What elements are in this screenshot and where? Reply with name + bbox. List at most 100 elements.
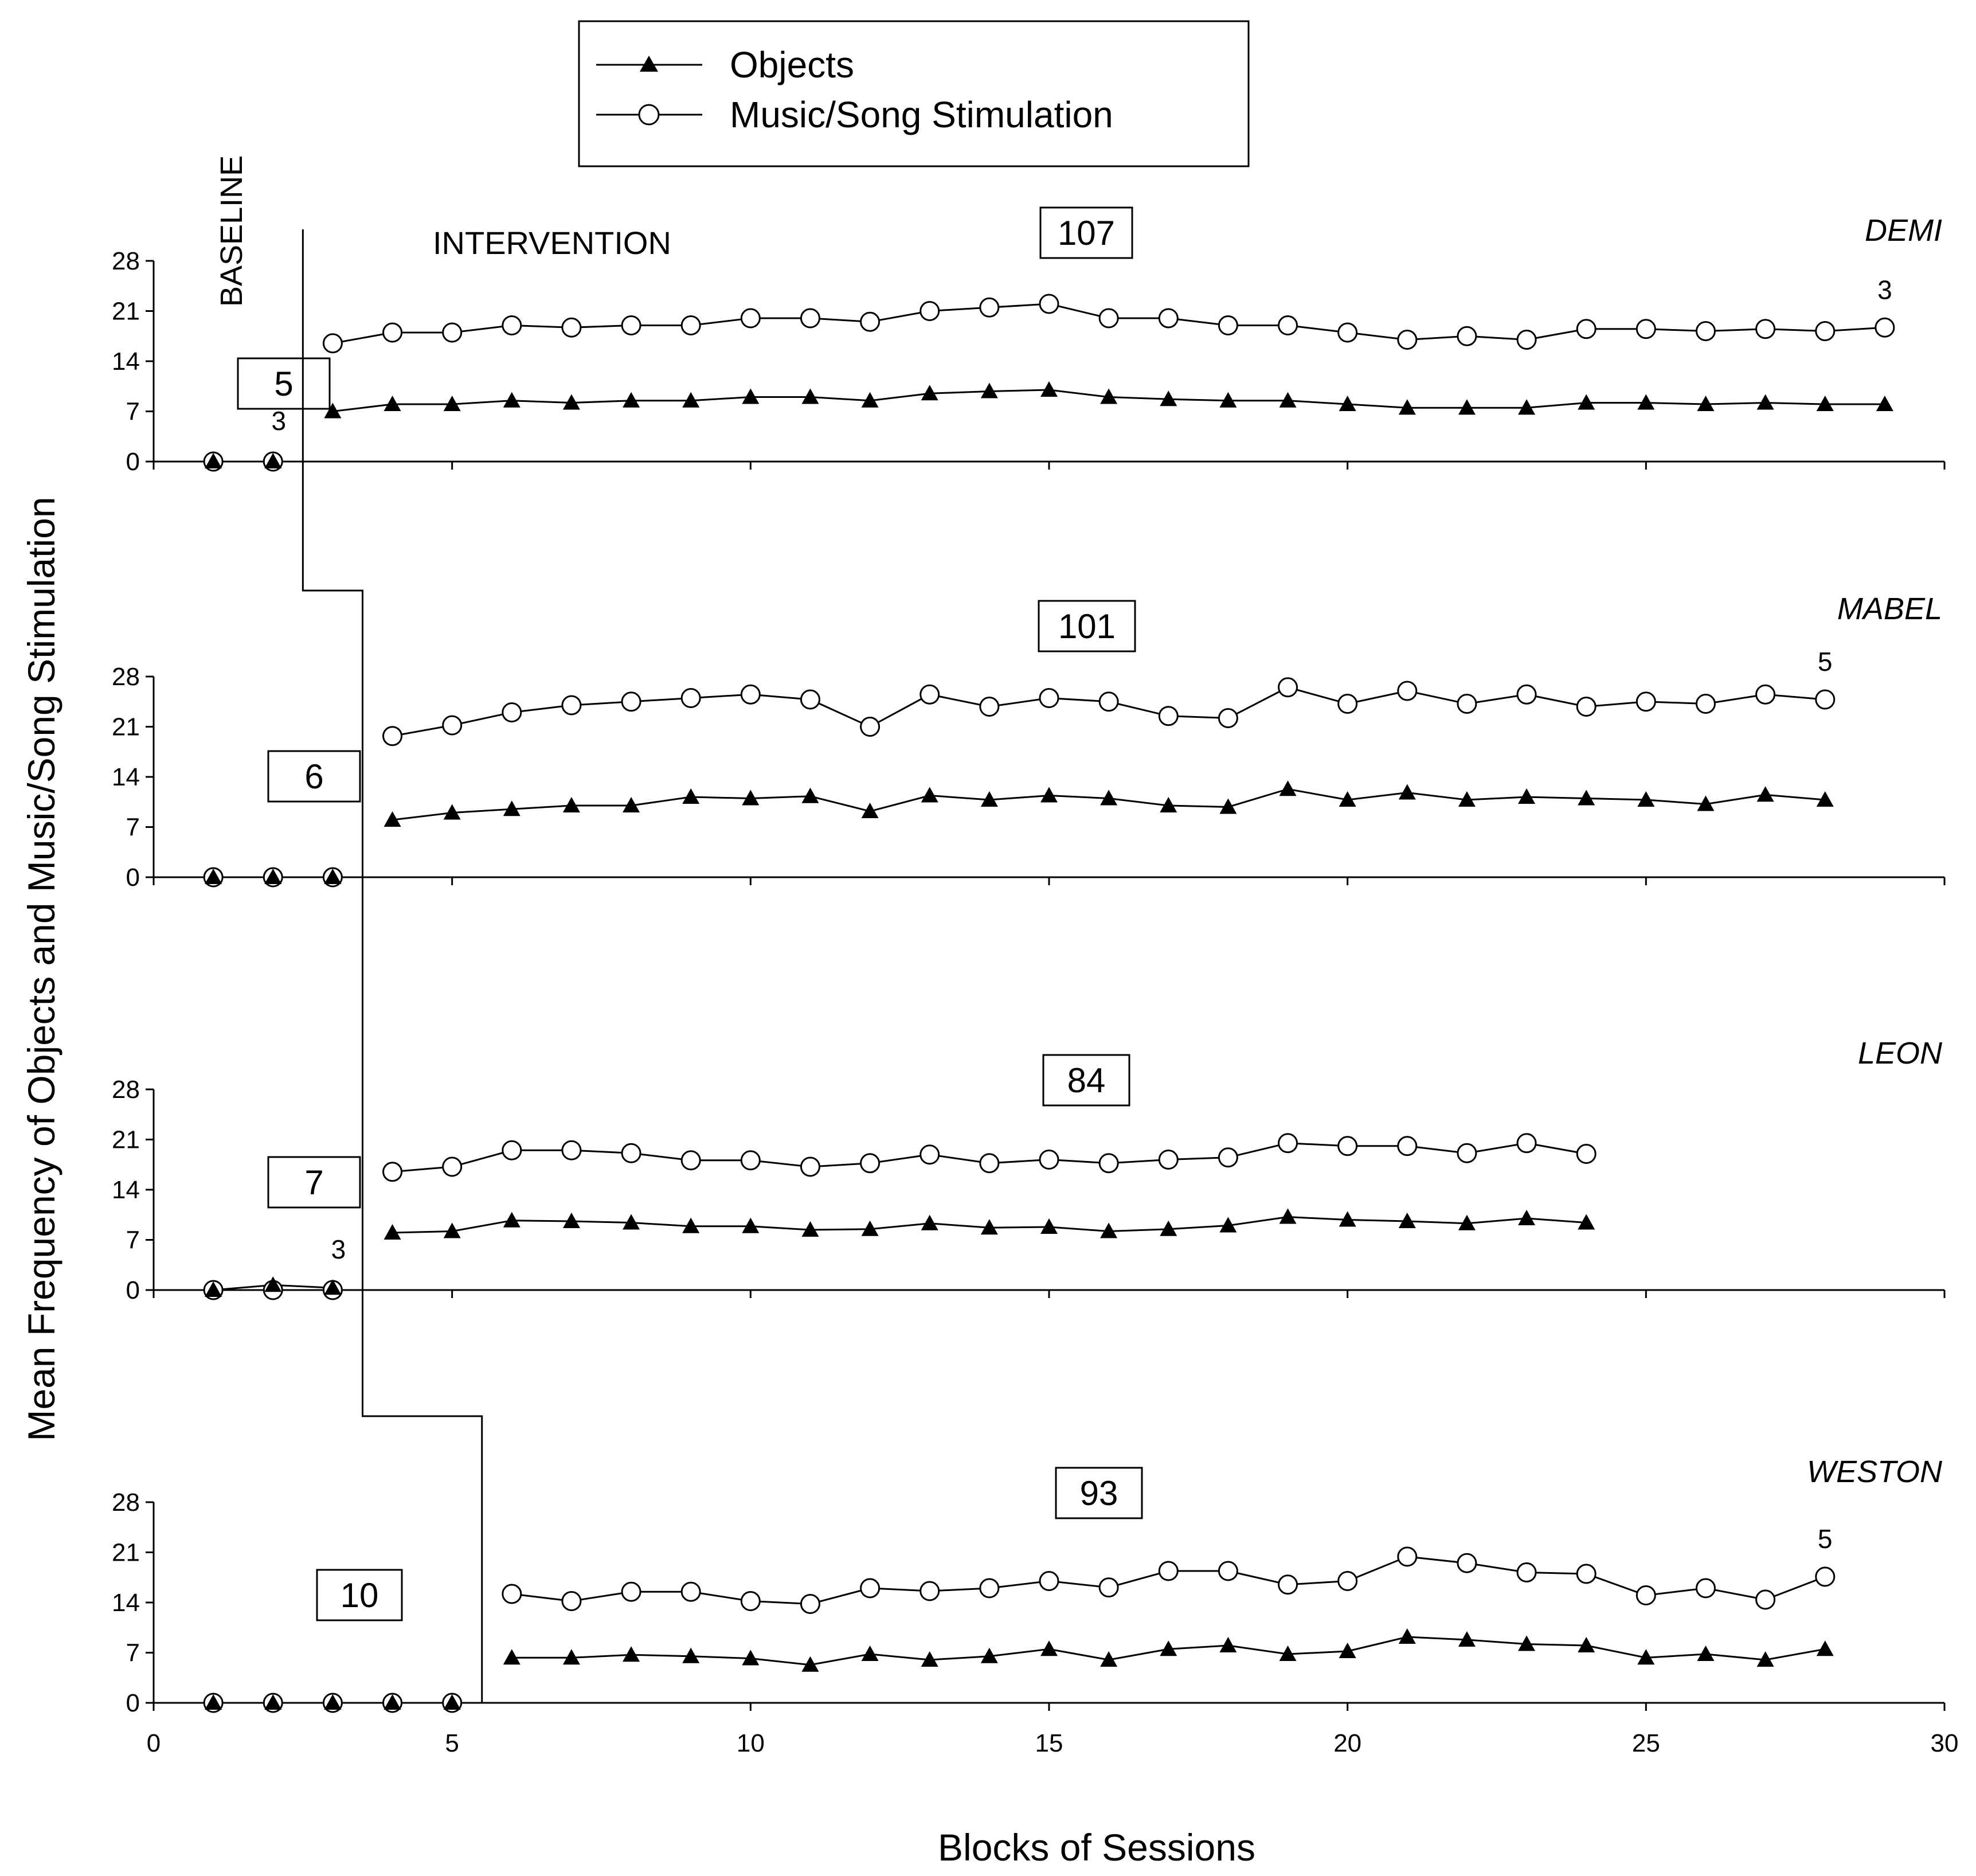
y-tick-label: 28 bbox=[112, 1488, 140, 1517]
baseline-note: 3 bbox=[271, 406, 286, 436]
objects-point bbox=[1816, 791, 1834, 807]
objects-point bbox=[1756, 394, 1774, 410]
music-point bbox=[1098, 308, 1119, 329]
objects-point bbox=[1816, 396, 1834, 411]
music-point bbox=[382, 726, 403, 747]
music-point bbox=[1635, 319, 1656, 339]
legend-triangle-marker bbox=[640, 56, 658, 72]
objects-point bbox=[921, 787, 938, 803]
objects-point bbox=[682, 1217, 700, 1233]
music-point bbox=[740, 684, 761, 705]
music-point bbox=[1158, 308, 1179, 329]
music-point bbox=[561, 317, 582, 338]
music-point bbox=[800, 308, 820, 329]
y-tick-label: 14 bbox=[112, 1176, 140, 1204]
objects-point bbox=[562, 394, 580, 410]
music-point bbox=[1695, 694, 1716, 714]
objects-point bbox=[324, 1279, 342, 1295]
music-point bbox=[680, 1150, 701, 1171]
music-point bbox=[740, 1150, 761, 1171]
music-point bbox=[1516, 1133, 1537, 1154]
objects-point bbox=[1637, 791, 1655, 807]
y-tick-label: 21 bbox=[112, 1126, 140, 1154]
music-point bbox=[1755, 1589, 1776, 1610]
x-tick-label: 10 bbox=[737, 1729, 765, 1757]
music-point bbox=[561, 1140, 582, 1160]
objects-point bbox=[1219, 392, 1237, 408]
music-point bbox=[1158, 1150, 1179, 1170]
objects-point bbox=[1100, 388, 1118, 404]
objects-point bbox=[384, 811, 401, 827]
objects-point bbox=[1518, 1210, 1536, 1225]
objects-point bbox=[1219, 1637, 1237, 1652]
intervention-session-count: 107 bbox=[1058, 214, 1115, 252]
objects-point bbox=[443, 396, 461, 411]
objects-point bbox=[1040, 787, 1058, 803]
y-tick-label: 28 bbox=[112, 1076, 140, 1104]
objects-point bbox=[801, 1656, 819, 1672]
music-point bbox=[502, 1584, 522, 1604]
music-point bbox=[1695, 321, 1716, 341]
objects-point bbox=[264, 1694, 282, 1710]
baseline-note: 3 bbox=[331, 1234, 346, 1264]
music-point bbox=[1576, 1564, 1597, 1584]
intervention-phase-label: INTERVENTION bbox=[433, 225, 671, 261]
objects-point bbox=[1756, 786, 1774, 802]
objects-point bbox=[682, 392, 700, 408]
music-point bbox=[1039, 1150, 1059, 1170]
panel-weston: 0 7 14 21 28 WESTON 10 93 5 bbox=[112, 1455, 1946, 1717]
objects-point bbox=[1160, 1220, 1177, 1236]
baseline-session-box bbox=[267, 750, 361, 803]
music-point bbox=[1397, 681, 1418, 701]
music-point bbox=[860, 717, 881, 737]
music-point bbox=[502, 1140, 522, 1160]
objects-point bbox=[324, 402, 342, 419]
x-tick-label: 0 bbox=[147, 1729, 161, 1757]
y-axis-title: Mean Frequency of Objects and Music/Song… bbox=[20, 497, 62, 1441]
objects-point bbox=[980, 382, 998, 398]
objects-point bbox=[1100, 790, 1118, 806]
objects-point bbox=[264, 869, 282, 884]
objects-point bbox=[384, 1694, 401, 1710]
objects-point bbox=[861, 803, 879, 818]
objects-point bbox=[980, 1647, 998, 1663]
music-point bbox=[1278, 1133, 1298, 1154]
x-tick-label: 30 bbox=[1931, 1729, 1959, 1757]
baseline-session-box bbox=[237, 357, 331, 410]
legend-music-label: Music/Song Stimulation bbox=[730, 94, 1113, 135]
objects-point bbox=[1518, 788, 1536, 804]
objects-point bbox=[1160, 390, 1177, 407]
music-point bbox=[860, 1153, 881, 1174]
objects-point bbox=[205, 1281, 222, 1297]
intervention-session-box bbox=[1042, 1054, 1130, 1107]
objects-point bbox=[384, 396, 401, 411]
music-point bbox=[800, 1594, 820, 1614]
objects-point bbox=[1040, 1218, 1058, 1234]
objects-point bbox=[1219, 1217, 1237, 1233]
objects-point bbox=[1578, 1214, 1595, 1230]
panel-demi: 0 7 14 21 28 DEMI 5 107 3 3 bbox=[112, 206, 1946, 476]
objects-point bbox=[1279, 1646, 1297, 1661]
objects-point bbox=[1458, 399, 1476, 415]
objects-point bbox=[264, 1276, 282, 1292]
music-point bbox=[800, 689, 820, 710]
music-point bbox=[1815, 1566, 1836, 1587]
objects-point bbox=[1398, 399, 1416, 415]
y-tick-label: 0 bbox=[126, 1276, 140, 1304]
objects-point bbox=[1398, 1628, 1416, 1644]
music-point bbox=[322, 333, 343, 354]
objects-point bbox=[1040, 1640, 1058, 1656]
objects-point bbox=[1279, 392, 1297, 408]
music-point bbox=[621, 315, 641, 335]
objects-point bbox=[1518, 399, 1536, 415]
music-point bbox=[561, 695, 582, 716]
y-tick-label: 7 bbox=[126, 398, 140, 426]
objects-point bbox=[324, 1694, 342, 1710]
objects-point bbox=[623, 797, 640, 812]
y-tick-label: 0 bbox=[126, 863, 140, 892]
baseline-session-count: 6 bbox=[304, 757, 323, 796]
music-point bbox=[1098, 1153, 1119, 1174]
music-point bbox=[919, 301, 940, 321]
y-tick-label: 21 bbox=[112, 298, 140, 326]
